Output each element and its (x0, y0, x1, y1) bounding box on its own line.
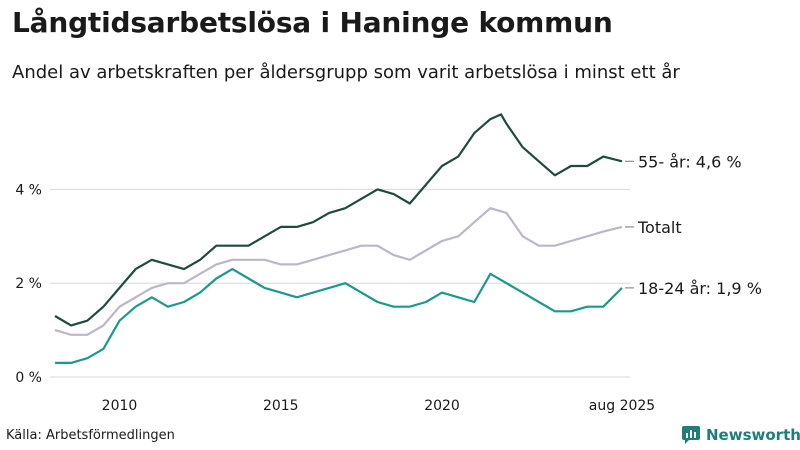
brand-name: Newsworthy (706, 426, 800, 444)
series-end-label: 55- år: 4,6 % (638, 152, 742, 171)
y-tick-label: 2 % (15, 276, 42, 292)
x-tick-label: 2010 (102, 398, 138, 414)
x-tick-label: 2015 (263, 398, 299, 414)
chart-subtitle: Andel av arbetskraften per åldersgrupp s… (12, 62, 680, 83)
source-note: Källa: Arbetsförmedlingen (6, 428, 175, 443)
brand-logo: Newsworthy (681, 426, 800, 444)
y-tick-label: 4 % (15, 182, 42, 198)
series-end-label: Totalt (637, 218, 682, 237)
x-tick-label: 2020 (424, 398, 460, 414)
y-tick-label: 0 % (15, 370, 42, 386)
series-line-2 (55, 268, 623, 364)
series-end-label: 18-24 år: 1,9 % (638, 279, 762, 298)
chart-title: Långtidsarbetslösa i Haninge kommun (12, 6, 613, 39)
series-line-1 (54, 207, 623, 336)
series-line-0 (54, 113, 623, 327)
bar-chart-icon (682, 426, 700, 444)
x-tick-label: aug 2025 (589, 398, 655, 414)
